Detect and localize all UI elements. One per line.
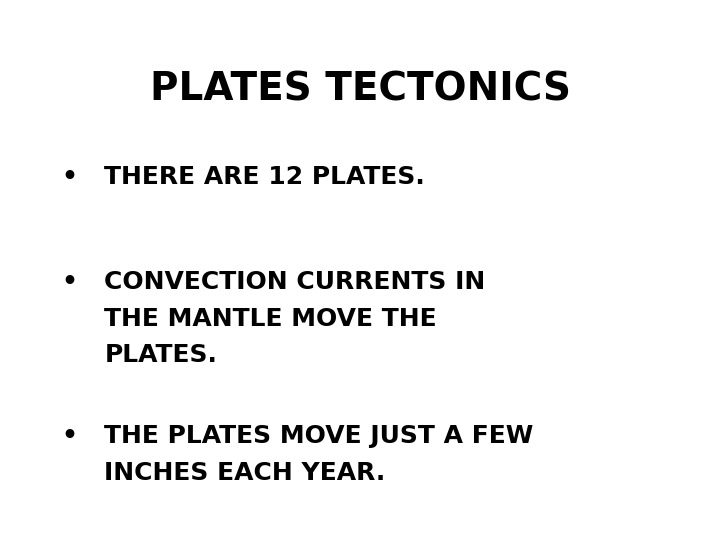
Text: •: • [61, 424, 77, 448]
Text: INCHES EACH YEAR.: INCHES EACH YEAR. [104, 461, 386, 484]
Text: •: • [61, 165, 77, 188]
Text: PLATES.: PLATES. [104, 343, 217, 367]
Text: •: • [61, 270, 77, 294]
Text: PLATES TECTONICS: PLATES TECTONICS [150, 70, 570, 108]
Text: THERE ARE 12 PLATES.: THERE ARE 12 PLATES. [104, 165, 425, 188]
Text: CONVECTION CURRENTS IN: CONVECTION CURRENTS IN [104, 270, 486, 294]
Text: THE PLATES MOVE JUST A FEW: THE PLATES MOVE JUST A FEW [104, 424, 534, 448]
Text: THE MANTLE MOVE THE: THE MANTLE MOVE THE [104, 307, 437, 330]
